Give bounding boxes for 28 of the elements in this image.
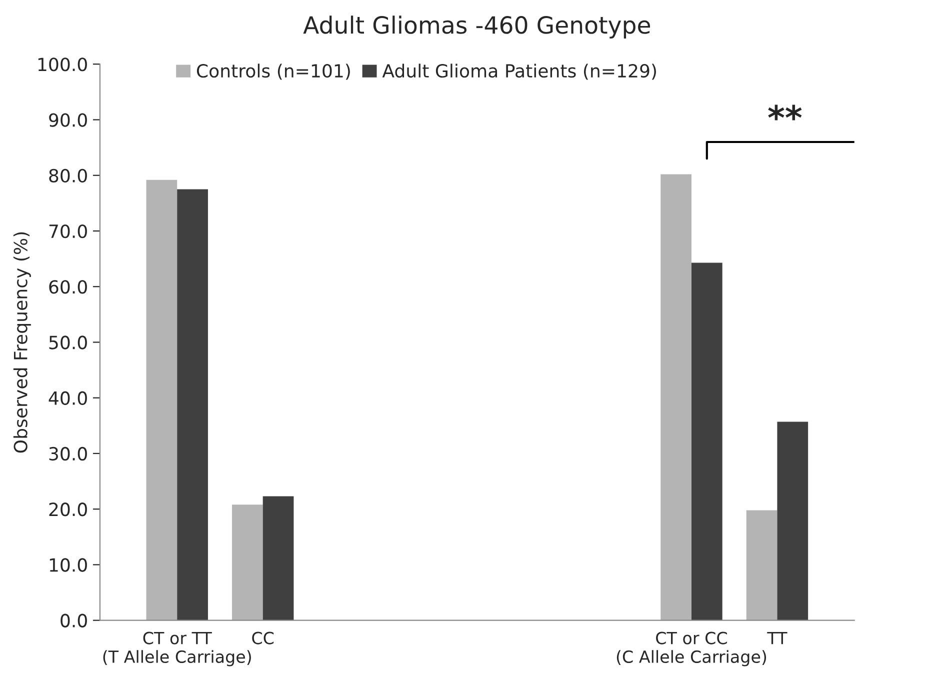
x-tick-label: CT or CC (C Allele Carriage) bbox=[616, 632, 766, 666]
y-axis-title: Observed Frequency (%) bbox=[13, 232, 31, 453]
y-tick-label: 20.0 bbox=[49, 502, 87, 516]
y-tick-label: 10.0 bbox=[50, 558, 87, 572]
bar bbox=[777, 422, 808, 620]
y-tick-label: 60.0 bbox=[49, 280, 87, 294]
bar bbox=[691, 262, 722, 620]
bar bbox=[746, 510, 778, 620]
x-tick-label: CT or TT (T Allele Carriage) bbox=[103, 632, 251, 666]
bar bbox=[660, 174, 692, 620]
x-tick-label: CC bbox=[252, 632, 274, 644]
y-tick-label: 100.0 bbox=[38, 58, 87, 72]
y-tick-label: 30.0 bbox=[49, 446, 87, 461]
bar bbox=[146, 180, 178, 620]
legend-label: Adult Glioma Patients (n=129) bbox=[382, 64, 656, 80]
y-tick-label: 40.0 bbox=[48, 391, 87, 405]
x-tick-label: TT bbox=[767, 632, 788, 644]
y-tick-label: 90.0 bbox=[49, 113, 87, 127]
y-tick-label: 70.0 bbox=[49, 224, 87, 238]
legend-label: Controls (n=101) bbox=[196, 64, 350, 80]
bar bbox=[177, 189, 208, 620]
y-tick-label: 50.0 bbox=[49, 336, 87, 350]
y-tick-label: 0.0 bbox=[60, 614, 87, 628]
bar bbox=[262, 496, 294, 620]
y-tick-label: 80.0 bbox=[49, 168, 87, 182]
chart-title: Adult Gliomas -460 Genotype bbox=[303, 16, 650, 38]
annotation: ** bbox=[768, 104, 802, 120]
bar bbox=[232, 504, 263, 620]
